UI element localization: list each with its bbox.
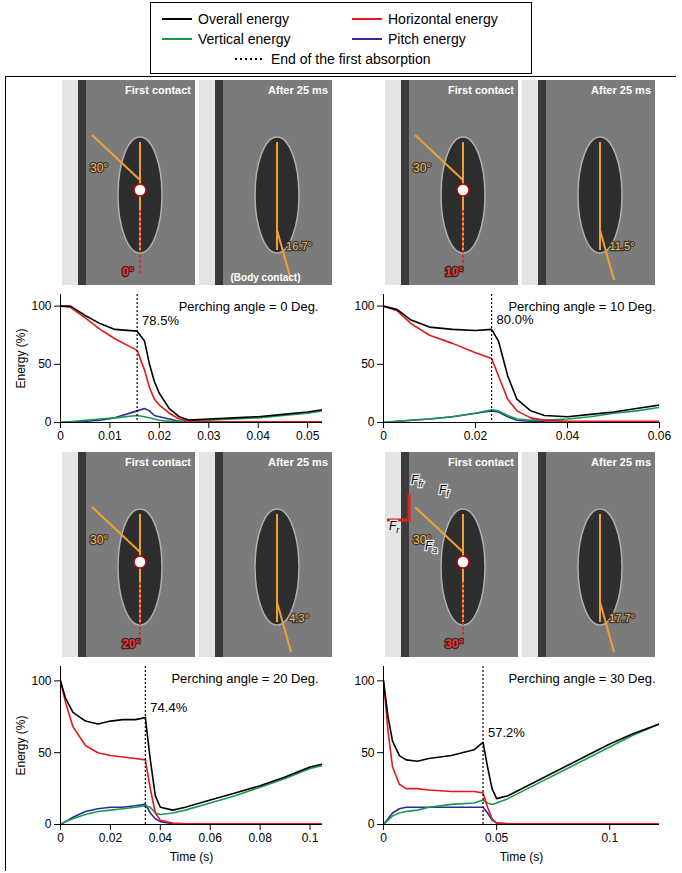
svg-text:0.05: 0.05 [485, 831, 509, 845]
svg-text:End of the first absorption: End of the first absorption [271, 51, 431, 67]
svg-text:After 25 ms: After 25 ms [268, 456, 328, 468]
svg-text:0: 0 [380, 831, 387, 845]
svg-text:Ffr: Ffr [411, 473, 425, 489]
svg-text:0.08: 0.08 [248, 831, 272, 845]
svg-text:Vertical energy: Vertical energy [198, 31, 291, 47]
svg-text:First contact: First contact [448, 456, 514, 468]
svg-text:17.7°: 17.7° [609, 612, 635, 624]
svg-text:Perching angle = 10 Deg.: Perching angle = 10 Deg. [508, 299, 655, 314]
svg-text:(Body contact): (Body contact) [231, 272, 301, 283]
svg-text:100: 100 [31, 299, 51, 313]
svg-text:30°: 30° [413, 161, 431, 175]
svg-text:Time (s): Time (s) [170, 850, 214, 864]
svg-text:80.0%: 80.0% [497, 312, 534, 327]
svg-text:30°: 30° [445, 637, 463, 651]
svg-text:100: 100 [354, 674, 374, 688]
svg-text:0: 0 [57, 831, 64, 845]
svg-text:Perching angle = 0 Deg.: Perching angle = 0 Deg. [179, 299, 319, 314]
svg-text:0.1: 0.1 [302, 831, 319, 845]
svg-text:Perching angle = 30 Deg.: Perching angle = 30 Deg. [508, 671, 655, 686]
svg-text:78.5%: 78.5% [142, 313, 179, 328]
svg-text:30°: 30° [90, 533, 108, 547]
svg-text:0.04: 0.04 [556, 429, 580, 443]
svg-text:57.2%: 57.2% [488, 725, 525, 740]
svg-text:First contact: First contact [125, 456, 191, 468]
svg-text:0.03: 0.03 [197, 429, 221, 443]
svg-text:0.06: 0.06 [199, 831, 223, 845]
svg-text:0.02: 0.02 [99, 831, 123, 845]
svg-text:0.04: 0.04 [149, 831, 173, 845]
svg-text:0.1: 0.1 [601, 831, 618, 845]
svg-text:First contact: First contact [125, 84, 191, 96]
svg-text:0: 0 [57, 429, 64, 443]
svg-text:0: 0 [368, 817, 375, 831]
svg-text:10°: 10° [445, 265, 463, 279]
svg-text:First contact: First contact [448, 84, 514, 96]
svg-text:0: 0 [45, 415, 52, 429]
svg-text:50: 50 [361, 746, 375, 760]
svg-text:11.5°: 11.5° [610, 240, 635, 252]
svg-text:Energy (%): Energy (%) [14, 328, 28, 388]
svg-text:0: 0 [368, 415, 375, 429]
svg-text:0°: 0° [122, 265, 134, 279]
svg-text:0.02: 0.02 [464, 429, 488, 443]
svg-text:0: 0 [45, 817, 52, 831]
svg-text:74.4%: 74.4% [150, 700, 187, 715]
svg-text:Energy (%): Energy (%) [14, 715, 28, 775]
svg-text:Pitch energy: Pitch energy [388, 31, 466, 47]
svg-text:100: 100 [31, 674, 51, 688]
svg-text:50: 50 [38, 357, 52, 371]
svg-text:After 25 ms: After 25 ms [268, 84, 328, 96]
svg-text:16.7°: 16.7° [286, 240, 312, 252]
svg-text:50: 50 [38, 746, 52, 760]
svg-text:Ff: Ff [439, 483, 450, 499]
svg-text:Fa: Fa [425, 539, 437, 555]
svg-text:0.04: 0.04 [247, 429, 271, 443]
svg-text:Perching angle = 20 Deg.: Perching angle = 20 Deg. [171, 671, 318, 686]
svg-text:Horizontal energy: Horizontal energy [388, 11, 498, 27]
svg-text:30°: 30° [413, 533, 432, 547]
svg-text:0.06: 0.06 [648, 429, 672, 443]
svg-text:0: 0 [380, 429, 387, 443]
svg-text:After 25 ms: After 25 ms [591, 456, 651, 468]
svg-text:Time (s): Time (s) [500, 850, 544, 864]
svg-text:0.02: 0.02 [148, 429, 172, 443]
svg-text:50: 50 [361, 357, 375, 371]
svg-text:20°: 20° [122, 637, 140, 651]
svg-text:0.05: 0.05 [296, 429, 320, 443]
svg-text:0.01: 0.01 [98, 429, 122, 443]
svg-text:After 25 ms: After 25 ms [591, 84, 651, 96]
svg-text:100: 100 [354, 299, 374, 313]
svg-text:Fr: Fr [389, 519, 400, 535]
svg-text:30°: 30° [90, 161, 108, 175]
svg-text:Overall energy: Overall energy [198, 11, 289, 27]
svg-text:4.3°: 4.3° [289, 612, 309, 624]
